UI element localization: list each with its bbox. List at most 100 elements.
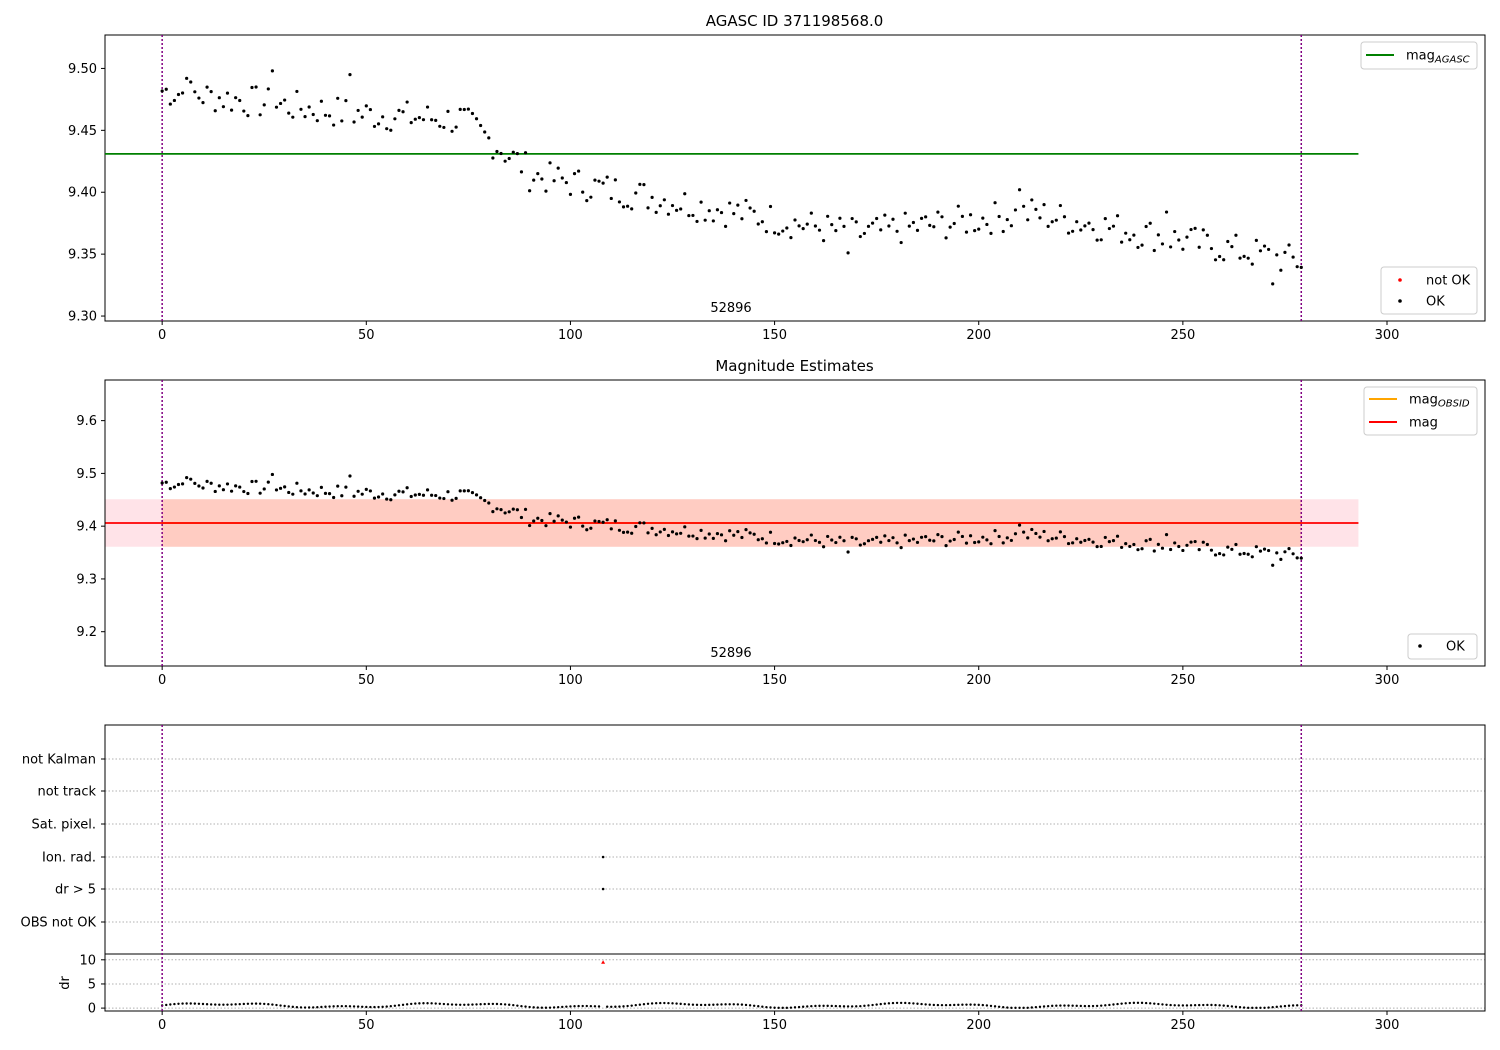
data-point-ok	[299, 489, 303, 493]
data-point-ok	[250, 85, 254, 90]
dr-point	[855, 1005, 858, 1008]
data-point-ok	[568, 192, 573, 197]
dr-point	[691, 1003, 695, 1006]
data-point-ok	[993, 201, 997, 205]
data-point-ok	[658, 204, 662, 208]
data-point-ok	[801, 540, 805, 544]
dr-point	[197, 1002, 201, 1005]
legend-swatch-dot	[1398, 278, 1402, 282]
data-point-ok	[597, 519, 601, 524]
dr-point	[405, 1003, 409, 1006]
dr-point	[936, 1003, 940, 1007]
dr-point	[1230, 1005, 1234, 1008]
data-point-ok	[1026, 218, 1030, 222]
data-point-ok	[201, 101, 205, 105]
dr-point	[1026, 1006, 1029, 1009]
y-tick-label: 9.3	[76, 572, 97, 587]
data-point-ok	[597, 179, 601, 183]
x-tick-label: 250	[1170, 1018, 1195, 1033]
dr-point	[1242, 1006, 1246, 1009]
dr-point	[916, 1002, 919, 1005]
data-point-ok	[238, 98, 242, 103]
dr-point	[230, 1003, 233, 1006]
dr-point	[1002, 1006, 1005, 1009]
data-point-ok	[785, 539, 789, 544]
data-point-ok	[1267, 247, 1271, 252]
dr-point	[254, 1002, 258, 1005]
data-point-ok	[891, 536, 895, 540]
dr-point	[859, 1004, 862, 1008]
dr-point	[871, 1003, 874, 1007]
data-point-ok	[1058, 530, 1062, 534]
data-point-ok	[1218, 551, 1222, 556]
data-point-ok	[348, 73, 352, 77]
data-point-ok	[997, 534, 1001, 539]
data-point-ok	[1242, 551, 1246, 556]
data-point-ok	[858, 234, 862, 239]
data-point-ok	[707, 209, 711, 213]
y-tick-label: 9.50	[68, 62, 97, 77]
data-point-ok	[193, 481, 197, 485]
x-tick-label: 0	[158, 673, 166, 688]
dr-point	[789, 1006, 793, 1009]
data-point-ok	[372, 124, 377, 129]
data-point-ok	[283, 98, 287, 102]
dr-point	[993, 1005, 997, 1008]
dr-point	[687, 1003, 691, 1006]
data-point-ok	[846, 251, 850, 255]
data-point-ok	[723, 224, 728, 228]
dr-point	[532, 1006, 535, 1009]
data-point-ok	[768, 204, 773, 209]
data-point-ok	[609, 196, 613, 201]
data-point-ok	[809, 533, 813, 537]
legend-swatch-dot	[1398, 299, 1402, 303]
data-point-ok	[1246, 256, 1250, 260]
dr-point	[222, 1003, 225, 1006]
data-point-ok	[1103, 217, 1107, 221]
dr-point	[524, 1005, 527, 1008]
data-point-ok	[891, 217, 895, 221]
data-point-ok	[458, 107, 462, 111]
data-point-ok	[875, 216, 879, 221]
data-point-ok	[715, 208, 720, 212]
data-point-ok	[589, 526, 593, 530]
data-point-ok	[866, 539, 871, 543]
dr-point	[585, 1004, 588, 1008]
data-point-ok	[442, 496, 446, 501]
data-point-ok	[691, 213, 695, 218]
dr-point	[989, 1004, 993, 1008]
data-point-ok	[336, 96, 340, 100]
data-point-ok	[1079, 228, 1083, 232]
dr-tick-label: 0	[88, 1002, 96, 1017]
dr-point	[940, 1003, 944, 1007]
dr-point	[830, 1004, 833, 1008]
data-point-ok	[887, 224, 891, 228]
data-point-ok	[1030, 198, 1034, 202]
data-point-ok	[519, 170, 524, 174]
data-point-ok	[797, 538, 801, 543]
data-point-ok	[1046, 224, 1050, 228]
data-point-ok	[1291, 255, 1295, 259]
data-point-ok	[1262, 244, 1267, 248]
dr-point	[565, 1005, 568, 1008]
data-point-ok	[805, 222, 809, 226]
data-point-ok	[209, 481, 213, 485]
dr-point	[977, 1003, 980, 1007]
data-point-ok	[1246, 552, 1250, 556]
dr-tick-label: 5	[88, 977, 96, 992]
dr-point	[1100, 1004, 1103, 1007]
dr-point	[271, 1003, 274, 1006]
data-point-ok	[1193, 539, 1197, 544]
data-point-ok	[548, 512, 552, 516]
data-point-ok	[352, 120, 356, 124]
dr-point	[467, 1003, 470, 1006]
dr-point	[450, 1003, 454, 1006]
dr-point	[973, 1003, 976, 1006]
data-point-ok	[572, 172, 577, 176]
data-point-ok	[699, 200, 703, 204]
data-point-ok	[438, 496, 442, 500]
data-point-ok	[785, 226, 789, 230]
dr-point	[765, 1005, 768, 1009]
data-point-ok	[1189, 227, 1193, 232]
data-point-ok	[168, 102, 172, 106]
